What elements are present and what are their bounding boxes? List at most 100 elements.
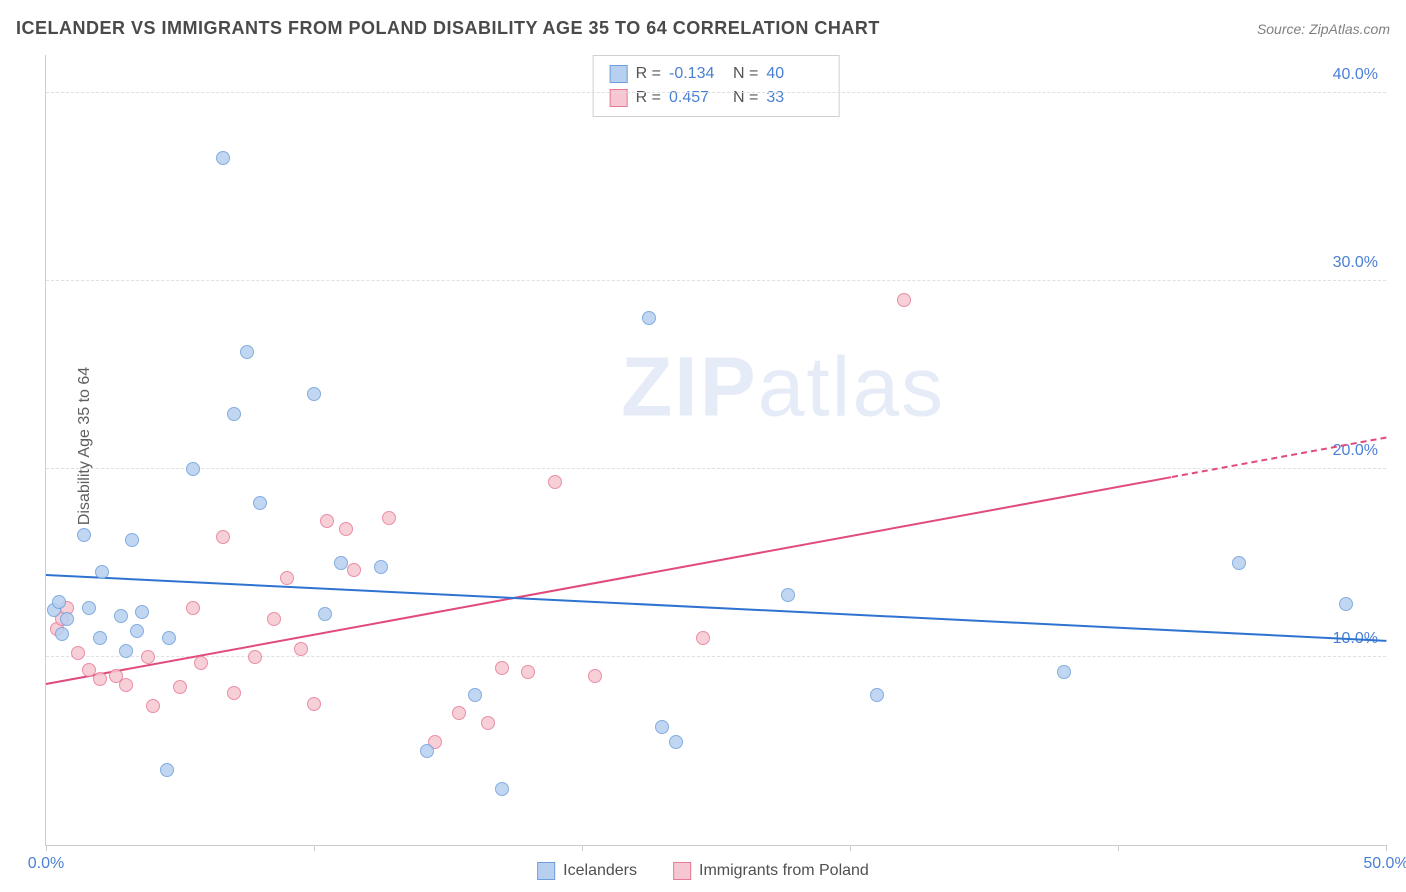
data-point <box>870 688 884 702</box>
data-point <box>320 514 334 528</box>
data-point <box>655 720 669 734</box>
data-point <box>160 763 174 777</box>
x-tick-label: 50.0% <box>1363 855 1406 873</box>
data-point <box>130 624 144 638</box>
legend-swatch <box>610 65 628 83</box>
data-point <box>95 565 109 579</box>
data-point <box>382 511 396 525</box>
data-point <box>696 631 710 645</box>
data-point <box>420 744 434 758</box>
data-point <box>186 601 200 615</box>
legend-label: Icelanders <box>563 862 637 880</box>
statistics-legend: R = -0.134 N = 40 R = 0.457 N = 33 <box>593 55 840 117</box>
data-point <box>495 661 509 675</box>
data-point <box>55 627 69 641</box>
data-point <box>93 672 107 686</box>
y-tick-label: 40.0% <box>1333 66 1378 84</box>
data-point <box>60 612 74 626</box>
data-point <box>119 678 133 692</box>
data-point <box>781 588 795 602</box>
data-point <box>294 642 308 656</box>
data-point <box>135 605 149 619</box>
data-point <box>240 345 254 359</box>
stat-legend-row: R = -0.134 N = 40 <box>610 62 823 86</box>
data-point <box>318 607 332 621</box>
r-value: -0.134 <box>669 62 725 86</box>
data-point <box>173 680 187 694</box>
data-point <box>71 646 85 660</box>
trend-line <box>46 476 1172 685</box>
n-value: 33 <box>766 86 822 110</box>
data-point <box>468 688 482 702</box>
x-tick <box>1118 845 1119 851</box>
legend-swatch <box>537 862 555 880</box>
data-point <box>1057 665 1071 679</box>
x-tick <box>582 845 583 851</box>
data-point <box>897 293 911 307</box>
data-point <box>280 571 294 585</box>
watermark: ZIPatlas <box>621 338 945 435</box>
legend-item: Immigrants from Poland <box>673 862 869 880</box>
data-point <box>339 522 353 536</box>
gridline <box>46 656 1386 657</box>
data-point <box>307 697 321 711</box>
legend-label: Immigrants from Poland <box>699 862 869 880</box>
n-label: N = <box>733 62 758 86</box>
stat-legend-row: R = 0.457 N = 33 <box>610 86 823 110</box>
data-point <box>1339 597 1353 611</box>
r-label: R = <box>636 62 661 86</box>
data-point <box>82 601 96 615</box>
data-point <box>495 782 509 796</box>
source-attribution: Source: ZipAtlas.com <box>1257 21 1390 37</box>
data-point <box>162 631 176 645</box>
r-value: 0.457 <box>669 86 725 110</box>
data-point <box>481 716 495 730</box>
data-point <box>248 650 262 664</box>
gridline <box>46 468 1386 469</box>
series-legend: Icelanders Immigrants from Poland <box>537 862 869 880</box>
data-point <box>669 735 683 749</box>
data-point <box>77 528 91 542</box>
data-point <box>194 656 208 670</box>
data-point <box>186 462 200 476</box>
data-point <box>125 533 139 547</box>
x-tick <box>1386 845 1387 851</box>
n-value: 40 <box>766 62 822 86</box>
chart-header: ICELANDER VS IMMIGRANTS FROM POLAND DISA… <box>16 18 1390 39</box>
data-point <box>347 563 361 577</box>
n-label: N = <box>733 86 758 110</box>
data-point <box>227 686 241 700</box>
data-point <box>374 560 388 574</box>
x-tick <box>850 845 851 851</box>
data-point <box>588 669 602 683</box>
data-point <box>146 699 160 713</box>
data-point <box>141 650 155 664</box>
data-point <box>452 706 466 720</box>
data-point <box>334 556 348 570</box>
chart-title: ICELANDER VS IMMIGRANTS FROM POLAND DISA… <box>16 18 880 39</box>
gridline <box>46 280 1386 281</box>
data-point <box>93 631 107 645</box>
legend-swatch <box>673 862 691 880</box>
data-point <box>642 311 656 325</box>
trend-line <box>46 574 1386 642</box>
data-point <box>119 644 133 658</box>
r-label: R = <box>636 86 661 110</box>
scatter-chart: ZIPatlas R =-0.134N =40R =0.457N =33 10.… <box>45 55 1386 846</box>
data-point <box>1232 556 1246 570</box>
data-point <box>52 595 66 609</box>
x-tick <box>46 845 47 851</box>
data-point <box>216 530 230 544</box>
x-tick-label: 0.0% <box>28 855 64 873</box>
data-point <box>521 665 535 679</box>
legend-item: Icelanders <box>537 862 637 880</box>
data-point <box>253 496 267 510</box>
gridline <box>46 92 1386 93</box>
y-tick-label: 30.0% <box>1333 254 1378 272</box>
data-point <box>307 387 321 401</box>
x-tick <box>314 845 315 851</box>
data-point <box>114 609 128 623</box>
data-point <box>548 475 562 489</box>
data-point <box>216 151 230 165</box>
data-point <box>227 407 241 421</box>
